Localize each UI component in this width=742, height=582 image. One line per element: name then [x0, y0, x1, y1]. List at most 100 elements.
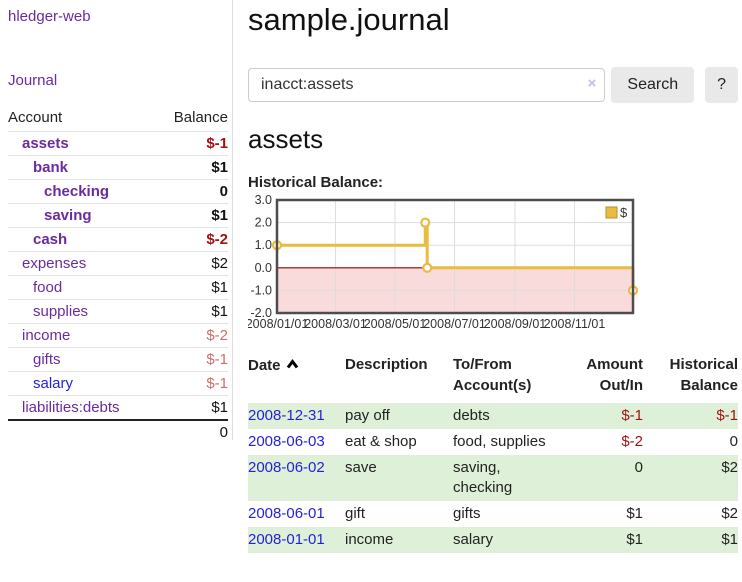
app-brand-link[interactable]: hledger-web [8, 8, 91, 25]
account-row: salary $-1 [8, 371, 228, 396]
svg-text:2008/01/01: 2008/01/01 [248, 317, 308, 331]
account-column-header: Account [8, 109, 63, 126]
account-row: assets $-1 [8, 131, 228, 156]
page-title: sample.journal [248, 2, 450, 37]
balance-column-header: Balance [173, 109, 228, 126]
account-balance: $1 [211, 279, 228, 296]
account-link-bank[interactable]: bank [33, 159, 69, 176]
transaction-amount: $-1 [621, 407, 643, 424]
account-link-assets[interactable]: assets [22, 135, 69, 152]
transaction-date-link[interactable]: 2008-06-01 [248, 505, 325, 522]
register-row: 2008-12-31 pay off debts $-1 $-1 [248, 403, 738, 429]
historical-balance-chart: $3.0 2.0 1.0 0.0 -1.0 -2.0 2008/01/01 2008/03/0… [246, 193, 718, 337]
account-link-food[interactable]: food [33, 279, 63, 296]
search-form: × Search ? [248, 67, 738, 103]
account-row: liabilities:debts $1 [8, 395, 228, 421]
account-heading: assets [248, 124, 324, 154]
transaction-accounts: food, supplies [453, 433, 546, 450]
account-row: gifts $-1 [8, 347, 228, 372]
svg-text:2008/09/01: 2008/09/01 [484, 317, 547, 331]
register-row: 2008-06-03 eat & shop food, supplies $-2… [248, 429, 738, 455]
account-link-liabilities-debts[interactable]: liabilities:debts [22, 399, 120, 416]
transaction-balance: $-1 [716, 407, 738, 424]
svg-text:2008/05/01: 2008/05/01 [364, 317, 427, 331]
transaction-description: pay off [345, 407, 390, 424]
account-row: expenses $2 [8, 251, 228, 276]
sidebar: hledger-web Journal Account Balance asse… [0, 0, 233, 441]
account-row: food $1 [8, 275, 228, 300]
svg-text:-2.0: -2.0 [250, 306, 272, 320]
register-header-row: Date Description To/From Account(s) Amou… [248, 354, 738, 403]
account-link-saving[interactable]: saving [44, 207, 92, 224]
accounts-column-header: To/From Account(s) [453, 356, 532, 394]
account-balance: 0 [219, 183, 228, 200]
register-table: Date Description To/From Account(s) Amou… [248, 354, 738, 553]
transaction-date-link[interactable]: 2008-12-31 [248, 407, 325, 424]
svg-text:2008/07/01: 2008/07/01 [423, 317, 486, 331]
register-row: 2008-06-01 gift gifts $1 $2 [248, 501, 738, 527]
account-balance: $1 [211, 399, 228, 416]
account-balance: $1 [211, 303, 228, 320]
help-button[interactable]: ? [705, 67, 738, 103]
transaction-accounts: salary [453, 531, 494, 548]
svg-text:1.0: 1.0 [255, 238, 272, 252]
chart-title: Historical Balance: [248, 174, 384, 191]
account-row: bank $1 [8, 155, 228, 180]
account-balance: $-1 [206, 351, 228, 368]
account-link-gifts[interactable]: gifts [33, 351, 61, 368]
search-button[interactable]: Search [611, 67, 695, 103]
account-balance: $-2 [206, 231, 228, 248]
transaction-description: gift [345, 505, 366, 522]
account-balance: $2 [211, 255, 228, 272]
clear-search-icon[interactable]: × [587, 75, 597, 92]
svg-text:-1.0: -1.0 [250, 283, 272, 297]
search-input[interactable] [248, 68, 606, 102]
transaction-accounts: gifts [453, 505, 481, 522]
transaction-description: save [345, 459, 377, 476]
transaction-amount: 0 [634, 459, 643, 476]
account-balance: $-1 [206, 375, 228, 392]
transaction-accounts: debts [453, 407, 490, 424]
account-balance: $1 [211, 207, 228, 224]
main-content: sample.journal × Search ? assets Histori… [234, 0, 742, 553]
sort-ascending-icon [286, 354, 299, 375]
svg-text:2008/11/01: 2008/11/01 [544, 317, 606, 331]
sidebar-item-journal[interactable]: Journal [8, 72, 58, 89]
account-row: income $-2 [8, 323, 228, 348]
account-link-supplies[interactable]: supplies [33, 303, 89, 320]
amount-column-header: Amount Out/In [586, 356, 643, 394]
account-row: saving $1 [8, 203, 228, 228]
transaction-date-link[interactable]: 2008-06-02 [248, 459, 325, 476]
account-row: supplies $1 [8, 299, 228, 324]
account-row: cash $-2 [8, 227, 228, 252]
transaction-balance: $1 [721, 531, 738, 548]
account-link-income[interactable]: income [22, 327, 71, 344]
account-link-checking[interactable]: checking [44, 183, 110, 200]
transaction-balance: $2 [721, 505, 738, 522]
svg-text:3.0: 3.0 [255, 195, 272, 207]
transaction-balance: $2 [721, 459, 738, 476]
account-balance-table: Account Balance assets $-1 bank $1 check… [8, 105, 228, 444]
account-balance: $-2 [206, 327, 228, 344]
register-row: 2008-01-01 income salary $1 $1 [248, 527, 738, 553]
account-link-cash[interactable]: cash [33, 231, 68, 248]
account-balance: $1 [211, 159, 228, 176]
date-column-header[interactable]: Date [248, 354, 345, 403]
chart-canvas: $3.0 2.0 1.0 0.0 -1.0 -2.02008/01/012008/03/0… [246, 193, 639, 331]
account-link-salary[interactable]: salary [33, 375, 74, 392]
transaction-balance: 0 [729, 433, 738, 450]
register-row: 2008-06-02 save saving, checking 0 $2 [248, 455, 738, 501]
svg-text:2008/03/01: 2008/03/01 [304, 317, 367, 331]
accounts-total-value: 0 [219, 424, 228, 441]
balance-column-header: Historical Balance [669, 356, 738, 394]
transaction-amount: $1 [626, 505, 643, 522]
account-link-expenses[interactable]: expenses [22, 255, 87, 272]
transaction-amount: $1 [626, 531, 643, 548]
transaction-date-link[interactable]: 2008-01-01 [248, 531, 325, 548]
account-balance: $-1 [206, 135, 228, 152]
transaction-amount: $-2 [621, 433, 643, 450]
account-row: checking 0 [8, 179, 228, 204]
transaction-description: eat & shop [345, 433, 417, 450]
transaction-date-link[interactable]: 2008-06-03 [248, 433, 325, 450]
svg-text:0.0: 0.0 [255, 261, 272, 275]
